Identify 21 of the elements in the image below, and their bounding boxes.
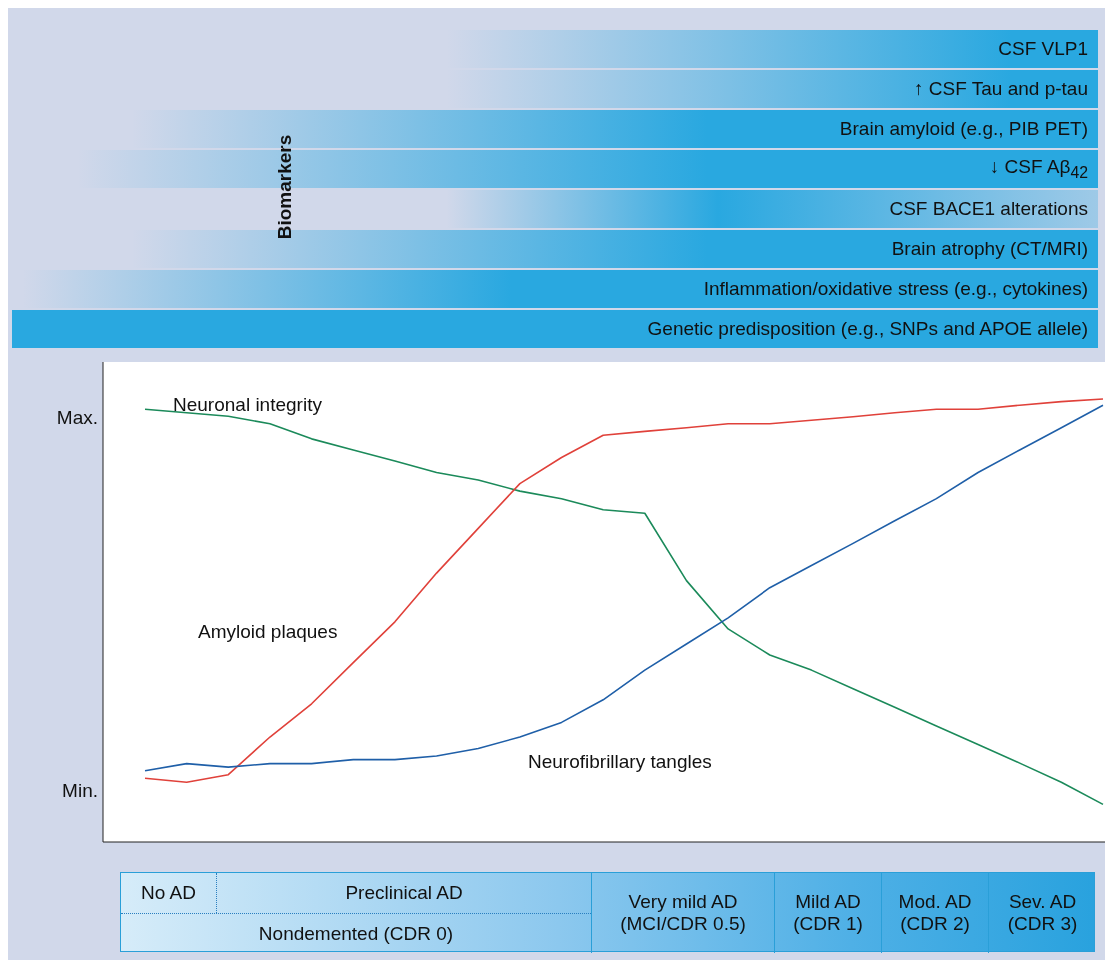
series-label: Neuronal integrity [173,394,322,416]
text: Biomarkers [274,133,296,242]
text: Inflammation/oxidative stress (e.g., cytokines) [703,278,1088,300]
text: Mild AD (CDR 1) [792,891,864,935]
text: Very mild AD (MCI/CDR 0.5) [619,891,747,935]
series-label: Neurofibrillary tangles [528,751,712,773]
text: ↑ CSF Tau and p-tau [914,78,1088,100]
text: Max. [56,407,98,429]
text: Min. [62,780,98,802]
series-label: Amyloid plaques [198,621,338,643]
text: Sev. AD (CDR 3) [1006,891,1079,935]
text: ↓ CSF Aβ$_{42}$ [989,156,1088,182]
text: Genetic predisposition (e.g., SNPs and APOE allele) [647,318,1088,340]
text: No AD [141,882,196,904]
text: Brain atrophy (CT/MRI) [891,238,1088,260]
text: Brain amyloid (e.g., PIB PET) [839,118,1088,140]
text: CSF BACE1 alterations [889,198,1088,220]
text: CSF VLP1 [998,38,1088,60]
text: Preclinical AD [345,882,463,904]
text: Nondemented (CDR 0) [258,922,454,945]
text: Mod. AD (CDR 2) [897,891,973,935]
